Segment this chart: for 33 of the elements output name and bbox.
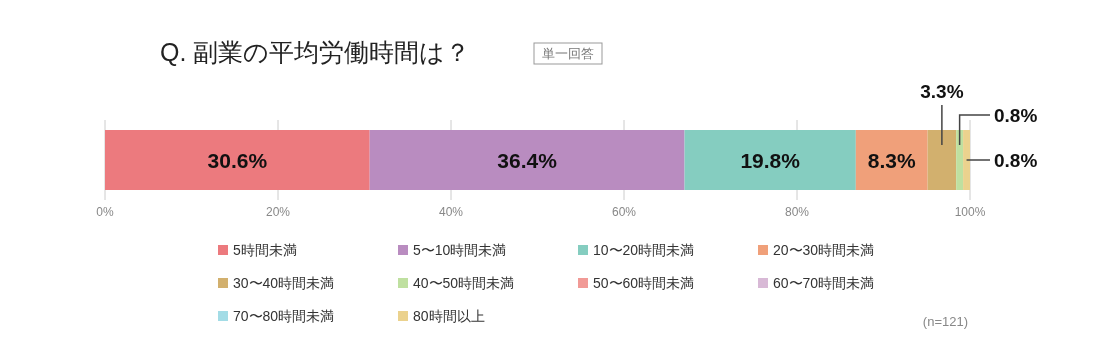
legend-label: 5時間未満 [233,242,297,258]
x-tick-label: 0% [96,205,114,219]
data-label: 19.8% [740,149,801,172]
legend-label: 10〜20時間未満 [593,242,695,258]
legend-label: 50〜60時間未満 [593,275,695,291]
chart-subtitle: 単一回答 [542,46,594,61]
legend-label: 80時間以上 [413,308,485,324]
bar [369,130,685,190]
legend-label: 70〜80時間未満 [233,308,335,324]
data-label: 0.8% [994,105,1038,126]
legend-label: 40〜50時間未満 [413,275,515,291]
legend-label: 60〜70時間未満 [773,275,875,291]
x-tick-label: 20% [265,205,291,219]
x-tick-label: 40% [438,205,464,219]
legend-label: 20〜30時間未満 [773,242,875,258]
data-label: 36.4% [497,149,558,172]
legend-label: 30〜40時間未満 [233,275,335,291]
bar [684,130,856,190]
text: (n=121) [922,314,968,329]
data-label: 0.8% [994,150,1038,171]
x-tick-label: 100% [954,205,986,219]
x-tick-label: 60% [611,205,637,219]
bar [855,130,928,190]
data-label: 3.3% [920,81,964,102]
bar [105,130,370,190]
x-tick-label: 80% [784,205,810,219]
data-label: 30.6% [207,149,268,172]
bar [927,130,957,190]
data-label: 8.3% [867,149,916,172]
legend-label: 5〜10時間未満 [413,242,507,258]
bar [956,130,964,190]
chart-title: Q. 副業の平均労働時間は？ [160,38,471,66]
bar [963,130,970,190]
